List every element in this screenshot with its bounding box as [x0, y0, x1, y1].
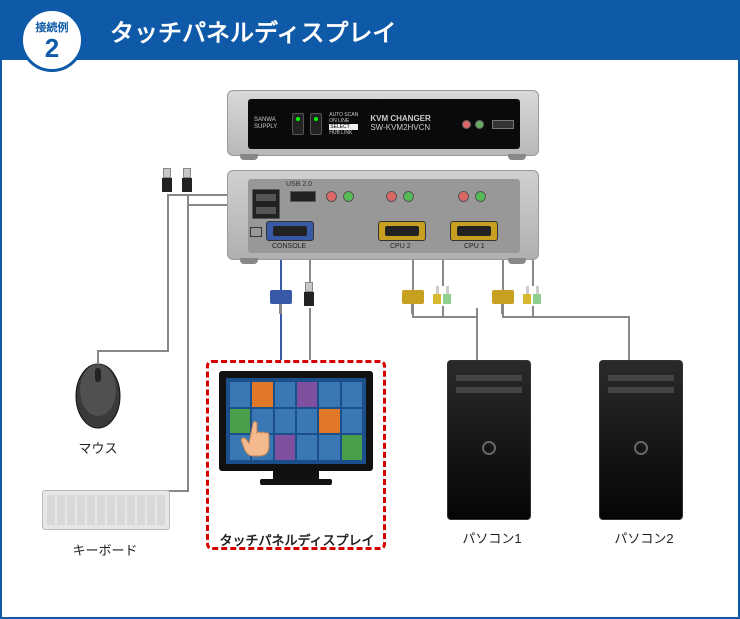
header-bar: 接続例 2 タッチパネルディスプレイ — [0, 0, 740, 60]
usb-plug-mouse — [162, 168, 172, 194]
diagram-area: SANWA SUPPLY AUTO SCAN ON LINE SELECT HU… — [0, 60, 740, 619]
cable-cpu1-vga-up — [502, 260, 504, 290]
foot-right — [508, 154, 526, 160]
cpu2-spk-jack — [403, 191, 414, 202]
back-foot-left — [240, 258, 258, 264]
cable-cpu1-aud-dn — [532, 306, 534, 316]
hublink-label: HUB LINK — [329, 130, 358, 136]
cable-cpu2-aud-up — [442, 260, 444, 286]
foot-left — [240, 154, 258, 160]
pc2-tower — [599, 360, 683, 520]
pc1-label: パソコン1 — [446, 528, 538, 547]
pc2-device — [586, 360, 696, 540]
vga-plug-monitor — [270, 290, 292, 304]
vga-cpu1-port — [450, 221, 498, 241]
cable-mouse-v — [167, 194, 169, 350]
vga-cpu2-port — [378, 221, 426, 241]
cpu2-port-label: CPU 2 — [390, 243, 411, 250]
monitor-stand-base — [260, 479, 332, 485]
kvm-back-panel: USB 2.0 CONSOLE CPU 2 CPU 1 — [248, 179, 520, 253]
usb-2-label: USB 2.0 — [286, 181, 312, 188]
cable-cpu1-merge — [502, 316, 630, 318]
pc2-label: パソコン2 — [598, 528, 690, 547]
usb-plug-keyboard — [182, 168, 192, 194]
monitor-label: タッチパネルディスプレイ — [212, 530, 382, 549]
usb-stack-ports — [252, 189, 280, 219]
device-model-text: SW-KVM2HVCN — [370, 124, 430, 133]
touch-panel-display-highlight — [206, 360, 386, 550]
cable-cpu1-aud-up — [532, 260, 534, 286]
pc1-power-icon — [482, 441, 496, 455]
keyboard-body — [42, 490, 170, 530]
audio-plugs-cpu2 — [432, 286, 454, 306]
mouse-label: マウス — [68, 438, 128, 457]
mouse-device — [72, 350, 124, 430]
kvm-switch-front: SANWA SUPPLY AUTO SCAN ON LINE SELECT HU… — [227, 90, 539, 156]
back-foot-right — [508, 258, 526, 264]
console-port-label: CONSOLE — [272, 243, 306, 250]
keyboard-label: キーボード — [60, 540, 150, 559]
monitor-icon — [250, 227, 262, 237]
brand-label: SANWA SUPPLY — [254, 117, 277, 130]
audio-plugs-cpu1 — [522, 286, 544, 306]
cable-cpu1-dn — [628, 316, 630, 360]
device-title: KVM CHANGER SW-KVM2HVCN — [370, 115, 430, 133]
cable-vga-monitor — [280, 260, 282, 290]
usb-plug-monitor — [304, 282, 314, 308]
front-labels: AUTO SCAN ON LINE SELECT HUB LINK — [329, 112, 358, 136]
usb-port-front — [492, 120, 514, 129]
cable-cpu2-aud-dn — [442, 306, 444, 316]
vga-console-port — [266, 221, 314, 241]
cable-cpu2-merge — [412, 316, 478, 318]
console-mic-jack — [326, 191, 337, 202]
badge-number: 2 — [45, 35, 59, 61]
vga-plug-cpu1 — [492, 290, 514, 304]
speaker-jack-front — [475, 120, 484, 129]
cable-cpu1-vga-dn — [502, 304, 504, 316]
vga-plug-cpu2 — [402, 290, 424, 304]
cable-usb-to-kvm1 — [167, 194, 227, 196]
cpu1-mic-jack — [458, 191, 469, 202]
cpu2-mic-jack — [386, 191, 397, 202]
brand-line2: SUPPLY — [254, 124, 277, 131]
cable-cpu2-vga-dn — [412, 304, 414, 316]
keyboard-device — [42, 490, 170, 538]
cpu1-port-label: CPU 1 — [464, 243, 485, 250]
touch-hand-icon — [237, 417, 279, 459]
select-button-1 — [292, 113, 304, 135]
cable-vga-monitor-dn — [280, 314, 282, 360]
mic-jack-front — [462, 120, 471, 129]
pc2-power-icon — [634, 441, 648, 455]
cable-usb-to-kvm2 — [187, 204, 227, 206]
kvm-front-panel: SANWA SUPPLY AUTO SCAN ON LINE SELECT HU… — [248, 99, 520, 149]
console-spk-jack — [343, 191, 354, 202]
select-button-2 — [310, 113, 322, 135]
kvm-switch-back: USB 2.0 CONSOLE CPU 2 CPU 1 — [227, 170, 539, 260]
cable-usb-monitor-up — [309, 260, 311, 282]
example-number-badge: 接続例 2 — [20, 8, 84, 72]
brand-line1: SANWA — [254, 117, 277, 124]
pc1-device — [434, 360, 544, 540]
page-title: タッチパネルディスプレイ — [110, 13, 396, 48]
cable-kb-v — [187, 194, 189, 490]
cable-usb-monitor-dn — [309, 308, 311, 360]
pc1-tower — [447, 360, 531, 520]
cpu1-spk-jack — [475, 191, 486, 202]
cable-cpu2-vga-up — [412, 260, 414, 290]
usb-single-port — [290, 191, 316, 202]
